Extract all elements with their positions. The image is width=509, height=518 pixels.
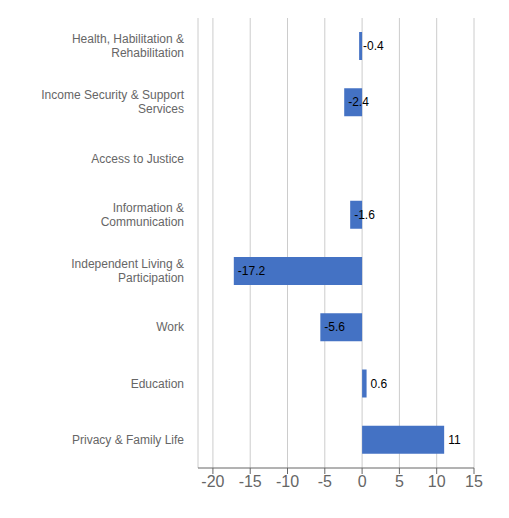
svg-text:15: 15 [465, 473, 483, 490]
svg-text:Work: Work [156, 320, 185, 334]
svg-text:Education: Education [131, 377, 184, 391]
svg-text:Access to Justice: Access to Justice [91, 152, 184, 166]
svg-text:5: 5 [395, 473, 404, 490]
svg-text:Income Security & SupportServi: Income Security & SupportServices [41, 88, 184, 116]
svg-text:Information &Communication: Information &Communication [101, 201, 184, 229]
svg-text:0.6: 0.6 [371, 377, 388, 391]
svg-text:-20: -20 [201, 473, 224, 490]
svg-text:-10: -10 [276, 473, 299, 490]
svg-text:-2.4: -2.4 [348, 95, 369, 109]
svg-text:-0.4: -0.4 [363, 39, 384, 53]
svg-text:10: 10 [428, 473, 446, 490]
svg-text:Health, Habilitation &Rehabili: Health, Habilitation &Rehabilitation [72, 32, 184, 60]
svg-text:11: 11 [448, 433, 461, 447]
svg-text:Privacy & Family Life: Privacy & Family Life [72, 433, 184, 447]
svg-text:-5: -5 [318, 473, 332, 490]
svg-text:Independent Living &Participat: Independent Living &Participation [71, 257, 184, 285]
svg-text:-5.6: -5.6 [324, 320, 345, 334]
svg-text:-1.6: -1.6 [354, 208, 375, 222]
svg-text:-17.2: -17.2 [238, 264, 266, 278]
svg-text:0: 0 [358, 473, 367, 490]
svg-text:-15: -15 [239, 473, 262, 490]
